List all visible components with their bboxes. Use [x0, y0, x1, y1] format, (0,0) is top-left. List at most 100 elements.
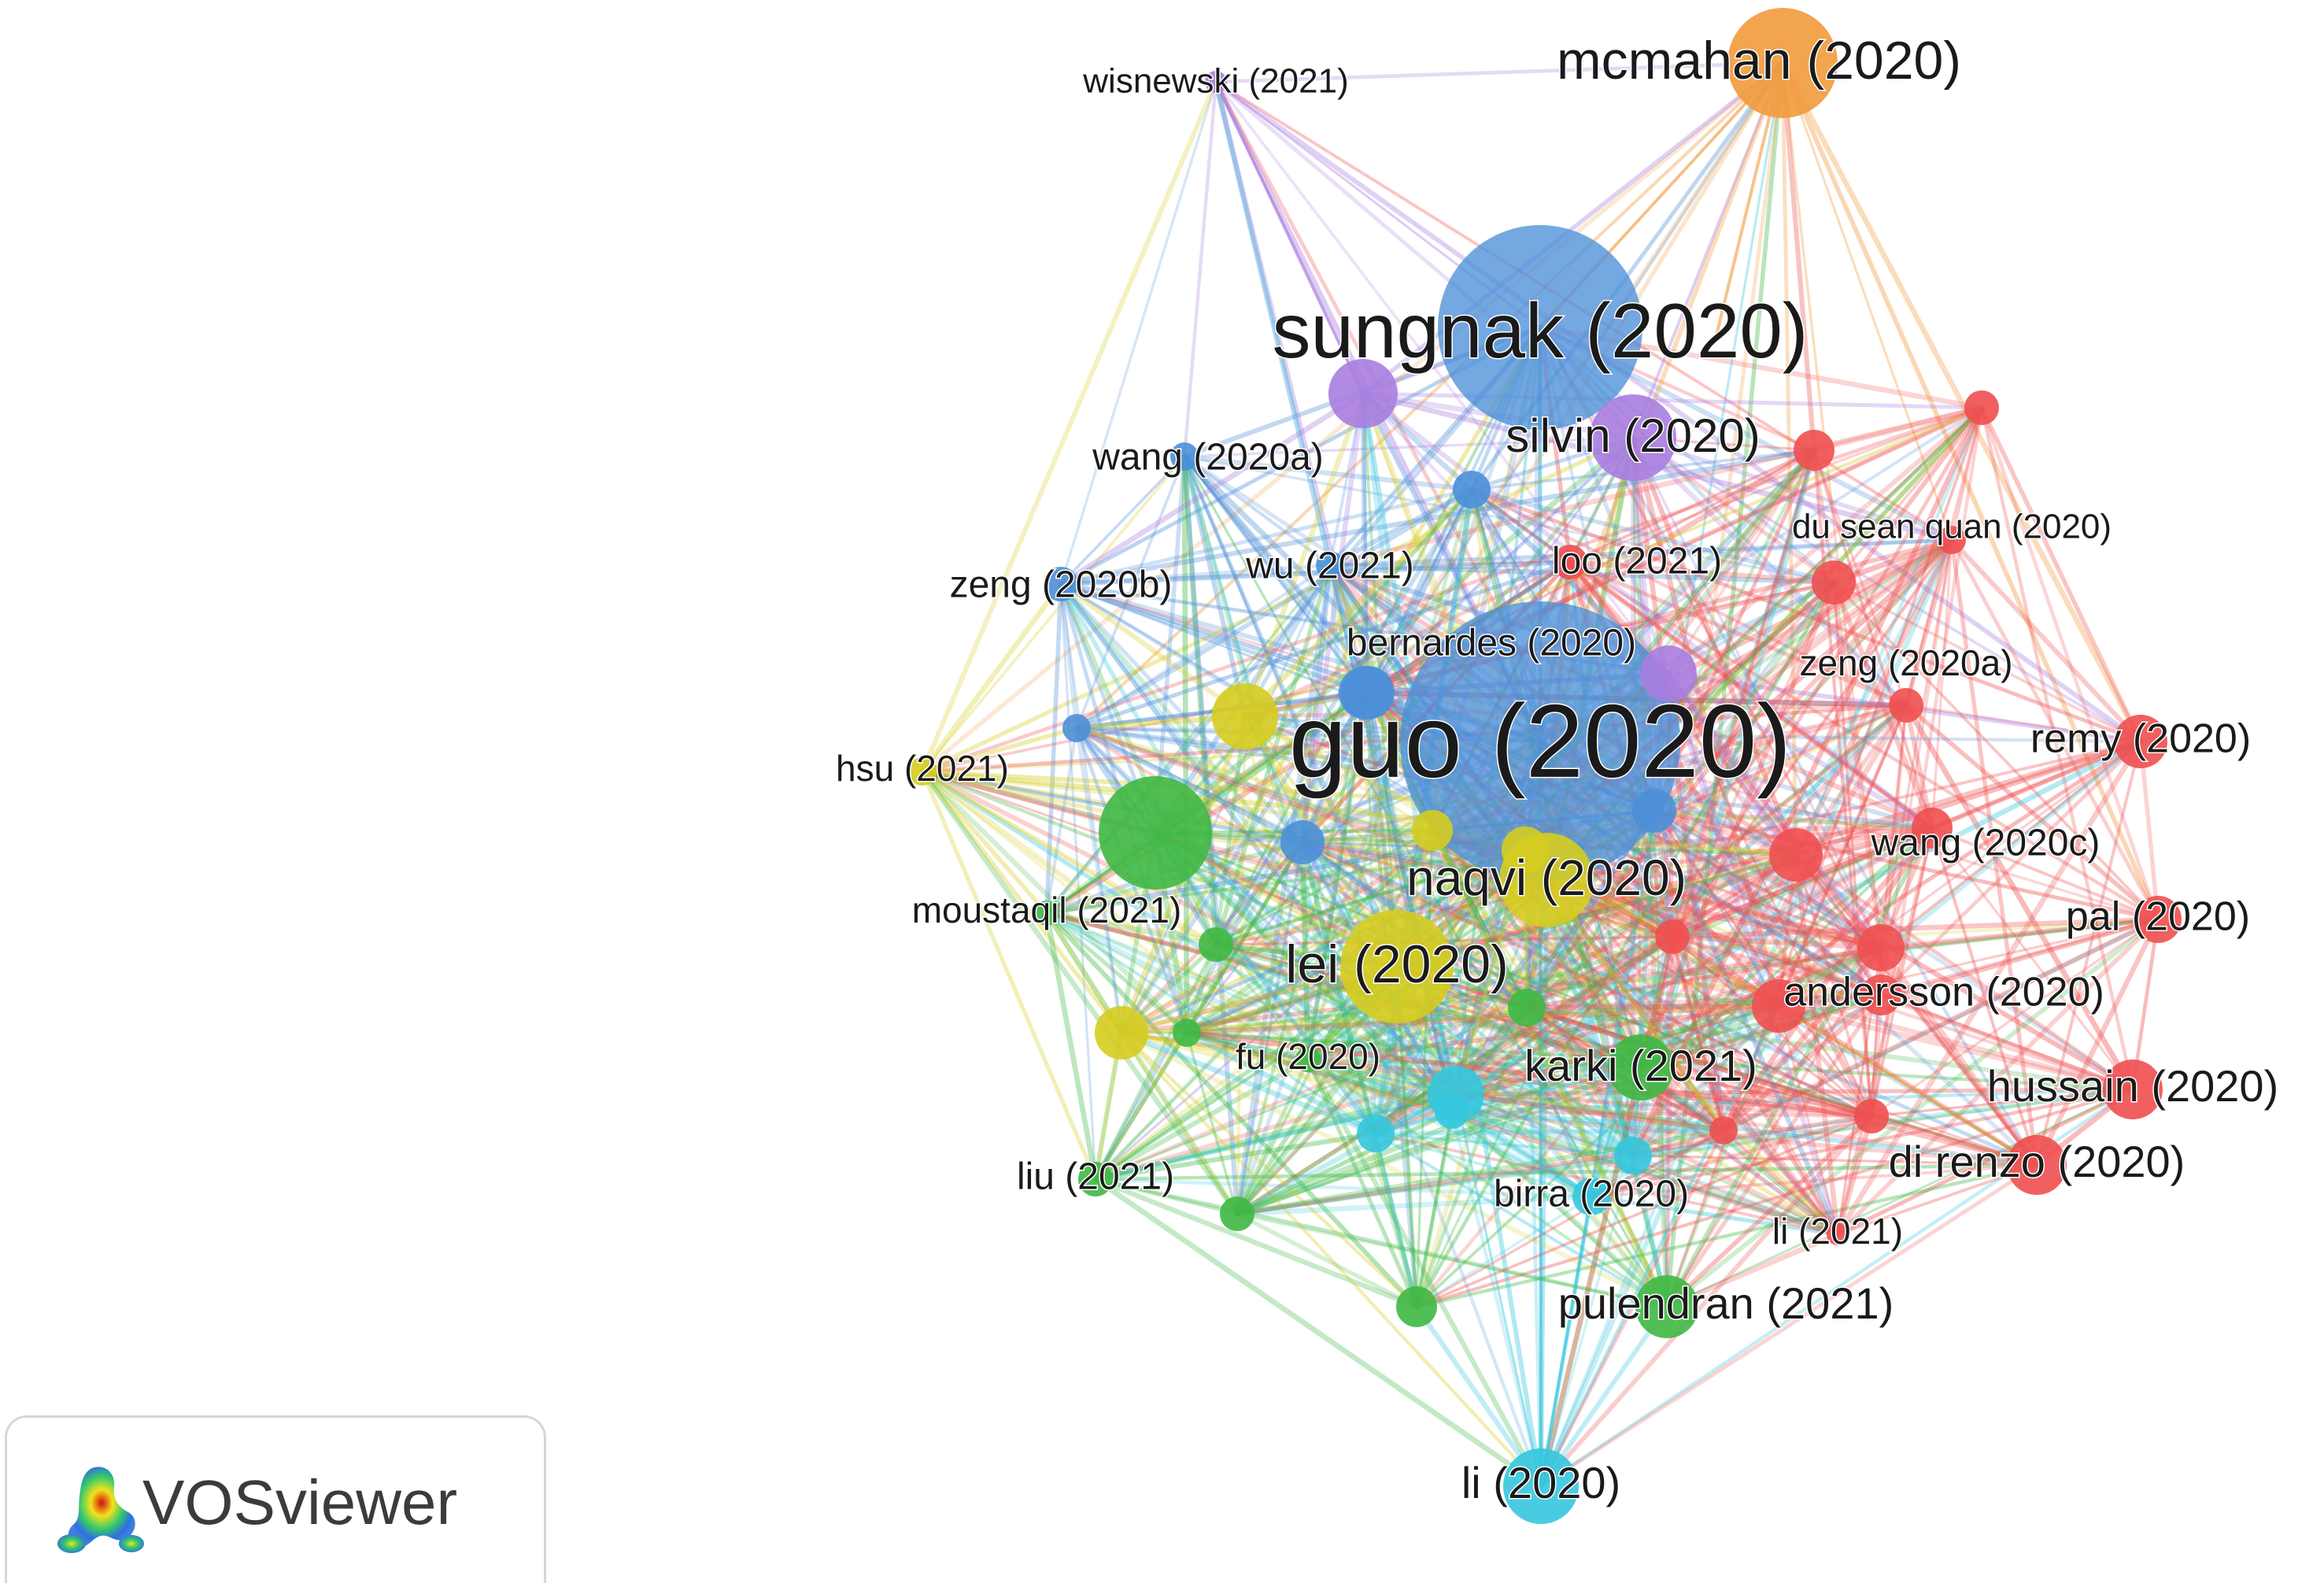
link-edge — [1044, 911, 1874, 1119]
link-edge — [1306, 1057, 1419, 1309]
node-bubble[interactable] — [1400, 601, 1680, 882]
link-edge — [1777, 704, 1908, 1008]
node-bubble[interactable] — [1938, 526, 1966, 554]
link-edge — [1395, 853, 1797, 968]
link-edge — [1235, 840, 1305, 1216]
node-label-sungnak: sungnak (2020) — [1272, 287, 1808, 374]
link-edge — [1328, 538, 1954, 568]
link-edge — [1720, 992, 1884, 1134]
link-edge — [1235, 1087, 2135, 1216]
node-bubble[interactable] — [1635, 1275, 1698, 1338]
node-bubble[interactable] — [1857, 924, 1905, 971]
link-edge — [1793, 537, 1955, 858]
link-edge — [1930, 739, 2143, 830]
node-bubble[interactable] — [1614, 1137, 1652, 1174]
node-bubble[interactable] — [1860, 975, 1901, 1015]
node-bubble[interactable] — [908, 757, 937, 786]
node-bubble[interactable] — [1964, 390, 1999, 425]
link-edge — [1184, 917, 2160, 1035]
node-bubble[interactable] — [1328, 359, 1398, 428]
link-edge — [919, 768, 1190, 1036]
link-edge — [1235, 690, 1370, 1216]
node-bubble[interactable] — [1099, 776, 1212, 890]
node-bubble[interactable] — [1608, 1034, 1674, 1100]
link-edge — [1524, 405, 1984, 1010]
link-edge — [1243, 715, 1454, 1113]
link-edge — [1524, 1003, 1782, 1011]
node-bubble[interactable] — [1752, 979, 1805, 1033]
node-bubble[interactable] — [1854, 1099, 1889, 1134]
node-bubble[interactable] — [1212, 683, 1278, 749]
node-bubble[interactable] — [1727, 8, 1838, 118]
node-bubble[interactable] — [1170, 442, 1199, 471]
link-edge — [1153, 454, 1187, 835]
node-bubble[interactable] — [1078, 1162, 1113, 1196]
node-bubble[interactable] — [1508, 989, 1546, 1026]
node-bubble[interactable] — [1827, 1223, 1849, 1245]
node-bubble[interactable] — [1095, 1006, 1148, 1060]
node-bubble[interactable] — [1205, 71, 1227, 93]
link-edge — [1243, 560, 1572, 719]
node-bubble[interactable] — [1503, 1448, 1579, 1524]
node-bubble[interactable] — [2114, 715, 2167, 768]
link-edge — [1777, 1004, 1839, 1236]
link-edge — [1395, 964, 2039, 1167]
node-bubble[interactable] — [1199, 927, 1233, 962]
node-bubble[interactable] — [1435, 1094, 1469, 1129]
node-bubble[interactable] — [1453, 471, 1491, 509]
link-edge — [1214, 943, 1310, 1061]
node-bubble[interactable] — [1220, 1196, 1254, 1231]
link-edge — [1243, 714, 1310, 1062]
node-bubble[interactable] — [1889, 688, 1923, 723]
node-bubble[interactable] — [1438, 225, 1642, 430]
node-bubble[interactable] — [1572, 1178, 1610, 1215]
link-edge — [1539, 1195, 1593, 1488]
node-bubble[interactable] — [1655, 919, 1690, 954]
node-bubble[interactable] — [1280, 820, 1325, 864]
node-bubble[interactable] — [1295, 1047, 1321, 1072]
link-edge — [1524, 1005, 1594, 1199]
node-bubble[interactable] — [1340, 910, 1454, 1023]
link-edge — [1794, 853, 2135, 1092]
node-bubble[interactable] — [1590, 394, 1676, 481]
link-edge — [1835, 917, 2160, 1237]
link-edge — [1589, 1087, 2135, 1199]
node-bubble[interactable] — [1553, 545, 1587, 579]
link-edge — [1539, 1065, 1643, 1489]
link-edge — [1374, 1132, 1593, 1198]
node-bubble[interactable] — [1173, 1019, 1201, 1047]
label-layer: sungnak (2020) guo (2020) mcmahan (2020) wi… — [835, 29, 2280, 1508]
link-edge — [1395, 964, 1726, 1133]
link-edge — [1670, 934, 2039, 1167]
node-bubble[interactable] — [1316, 551, 1344, 579]
node-bubble[interactable] — [2103, 1060, 2163, 1119]
node-bubble[interactable] — [1640, 645, 1697, 702]
link-edge — [1214, 690, 1370, 947]
node-bubble[interactable] — [1709, 1116, 1738, 1145]
link-edge — [1214, 942, 1781, 1008]
node-bubble[interactable] — [1912, 808, 1953, 849]
node-bubble[interactable] — [1396, 1286, 1437, 1327]
node-bubble[interactable] — [1044, 567, 1078, 601]
link-edge — [1630, 435, 1799, 858]
node-bubble[interactable] — [1341, 666, 1395, 719]
node-bubble[interactable] — [1769, 828, 1823, 882]
node-bubble[interactable] — [1794, 430, 1834, 471]
node-bubble[interactable] — [1632, 789, 1676, 833]
link-edge — [1184, 1030, 1379, 1137]
node-bubble[interactable] — [1357, 1115, 1395, 1152]
node-bubble[interactable] — [2007, 1135, 2067, 1195]
link-edge — [1093, 934, 1675, 1182]
link-edge — [1812, 448, 1874, 1119]
link-edge — [1182, 454, 1378, 1136]
node-bubble[interactable] — [1062, 714, 1091, 742]
link-edge — [1306, 1057, 1874, 1119]
link-edge — [1118, 1030, 1379, 1137]
link-edge — [1058, 581, 1248, 719]
node-bubble[interactable] — [1812, 560, 1856, 605]
node-bubble[interactable] — [1412, 810, 1453, 851]
node-bubble[interactable] — [1034, 901, 1059, 926]
link-edge — [1306, 1005, 1529, 1062]
node-bubble[interactable] — [2134, 896, 2182, 943]
node-bubble[interactable] — [1502, 827, 1549, 874]
